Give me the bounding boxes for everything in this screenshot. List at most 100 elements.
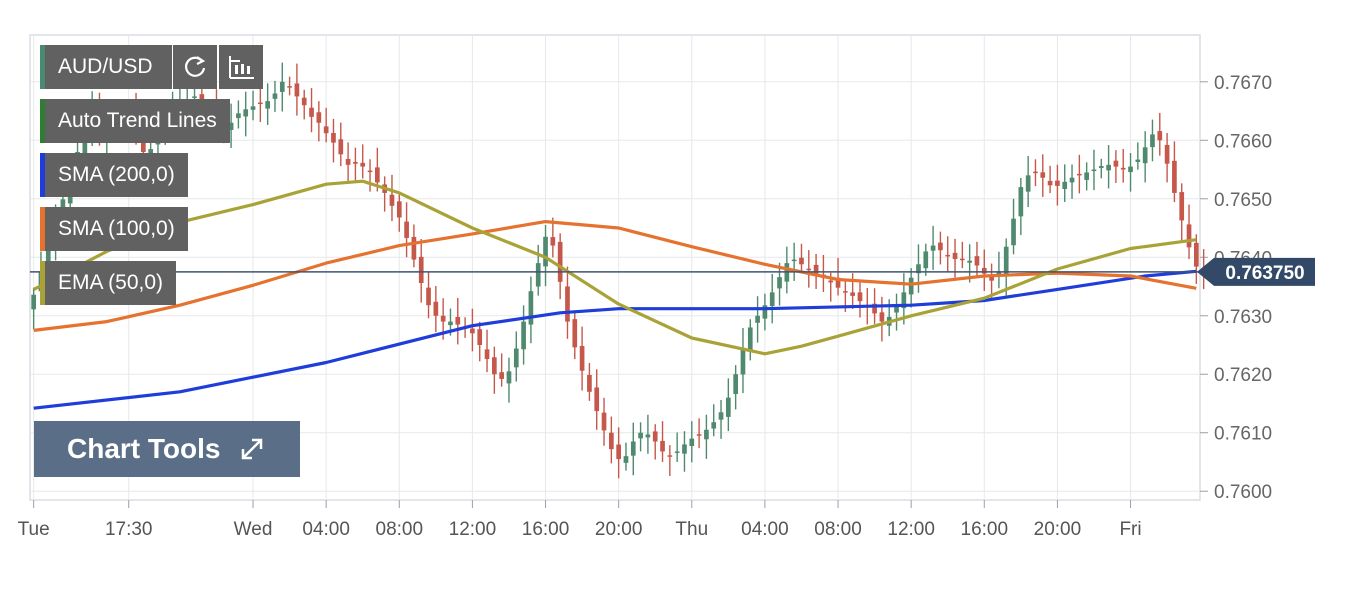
candle-body bbox=[316, 112, 322, 123]
candle-body bbox=[148, 149, 153, 156]
legend-item-sma-100[interactable]: SMA (100,0) bbox=[40, 207, 188, 251]
candle-body bbox=[974, 256, 980, 266]
candle-body bbox=[879, 312, 885, 322]
candle-body bbox=[411, 236, 417, 260]
candle-body bbox=[294, 83, 300, 97]
candle-body bbox=[828, 280, 834, 283]
candle-body bbox=[1091, 169, 1097, 172]
candle-body bbox=[470, 328, 475, 334]
candle-body bbox=[1135, 159, 1141, 162]
candle-body bbox=[696, 434, 702, 436]
candle-body bbox=[236, 113, 241, 119]
candle-body bbox=[389, 194, 395, 206]
refresh-button[interactable] bbox=[173, 45, 217, 89]
candle-body bbox=[894, 306, 899, 313]
x-tick-label: 04:00 bbox=[302, 519, 350, 540]
candle-body bbox=[418, 256, 424, 283]
candle-body bbox=[272, 93, 278, 99]
candle-body bbox=[375, 167, 380, 183]
candle-body bbox=[769, 292, 775, 307]
legend-item-label: Auto Trend Lines bbox=[58, 109, 217, 132]
candle-body bbox=[850, 292, 855, 296]
candle-body bbox=[506, 371, 512, 384]
candle-body bbox=[740, 347, 746, 375]
x-tick-label: 12:00 bbox=[449, 519, 497, 540]
candle-body bbox=[1179, 192, 1185, 221]
candle-body bbox=[967, 260, 972, 263]
y-tick-label: 0.7650 bbox=[1214, 190, 1272, 211]
candle-body bbox=[1047, 180, 1053, 186]
candle-body bbox=[857, 292, 863, 302]
chart-type-button[interactable] bbox=[219, 45, 263, 89]
legend-item-ema-50[interactable]: EMA (50,0) bbox=[40, 261, 177, 305]
candle-body bbox=[258, 102, 263, 105]
candle-body bbox=[704, 429, 709, 440]
candle-body bbox=[930, 245, 936, 251]
candle-body bbox=[521, 321, 526, 350]
y-tick-label: 0.7670 bbox=[1214, 73, 1272, 94]
candle-body bbox=[1157, 131, 1163, 141]
candle-body bbox=[1142, 147, 1148, 164]
candle-body bbox=[579, 346, 585, 371]
candle-body bbox=[718, 412, 724, 420]
candle-body bbox=[455, 316, 461, 325]
candle-body bbox=[528, 291, 534, 325]
legend-symbol[interactable]: AUD/USD bbox=[40, 45, 172, 89]
x-tick-label: 20:00 bbox=[1034, 519, 1082, 540]
legend-item-sma-200[interactable]: SMA (200,0) bbox=[40, 153, 188, 197]
candle-body bbox=[923, 251, 929, 269]
candle-body bbox=[652, 431, 658, 442]
candle-body bbox=[572, 319, 578, 348]
candle-body bbox=[565, 286, 570, 322]
candle-body bbox=[426, 287, 431, 306]
y-tick-label: 0.7600 bbox=[1214, 482, 1272, 503]
candle-body bbox=[799, 257, 804, 265]
candle-body bbox=[557, 241, 563, 282]
candle-body bbox=[1018, 187, 1024, 217]
candle-body bbox=[747, 327, 753, 352]
candle-body bbox=[1084, 172, 1089, 180]
candle-body bbox=[901, 292, 907, 309]
candle-body bbox=[755, 315, 760, 323]
candle-body bbox=[726, 397, 731, 417]
legend-item-label: SMA (200,0) bbox=[58, 163, 175, 186]
candle-body bbox=[1025, 175, 1031, 192]
candle-body bbox=[492, 357, 497, 375]
x-tick-label: 12:00 bbox=[887, 519, 935, 540]
candle-body bbox=[440, 315, 446, 322]
candle-body bbox=[835, 277, 841, 288]
refresh-icon bbox=[184, 56, 206, 77]
candle-body bbox=[309, 107, 314, 117]
candle-body bbox=[645, 434, 651, 438]
candle-body bbox=[543, 236, 548, 267]
candle-body bbox=[1077, 173, 1082, 176]
candle-body bbox=[404, 221, 409, 238]
candle-body bbox=[1113, 160, 1119, 167]
x-tick-label: Fri bbox=[1119, 519, 1141, 540]
candle-body bbox=[945, 254, 951, 257]
candle-body bbox=[594, 387, 600, 412]
x-tick-label: 16:00 bbox=[961, 519, 1009, 540]
chart-tools-button[interactable]: Chart Tools bbox=[34, 421, 300, 477]
candle-body bbox=[1098, 166, 1104, 168]
candle-body bbox=[981, 267, 987, 274]
candle-body bbox=[638, 432, 643, 439]
candle-body bbox=[989, 274, 994, 281]
candle-body bbox=[908, 277, 914, 295]
series-line bbox=[32, 179, 1197, 356]
candle-body bbox=[1003, 246, 1009, 276]
candle-body bbox=[1033, 171, 1038, 174]
legend-item-auto-trend-lines[interactable]: Auto Trend Lines bbox=[40, 99, 230, 143]
candle-body bbox=[616, 444, 621, 460]
candle-body bbox=[499, 372, 504, 379]
legend-color-bar bbox=[40, 45, 45, 89]
legend-color-bar bbox=[40, 153, 45, 197]
candle-body bbox=[1069, 177, 1075, 183]
x-tick-label: 20:00 bbox=[595, 519, 643, 540]
candle-body bbox=[609, 432, 614, 450]
candle-body bbox=[353, 161, 358, 164]
candle-body bbox=[916, 264, 921, 274]
x-tick-label: 08:00 bbox=[814, 519, 862, 540]
candle-body bbox=[806, 268, 812, 271]
